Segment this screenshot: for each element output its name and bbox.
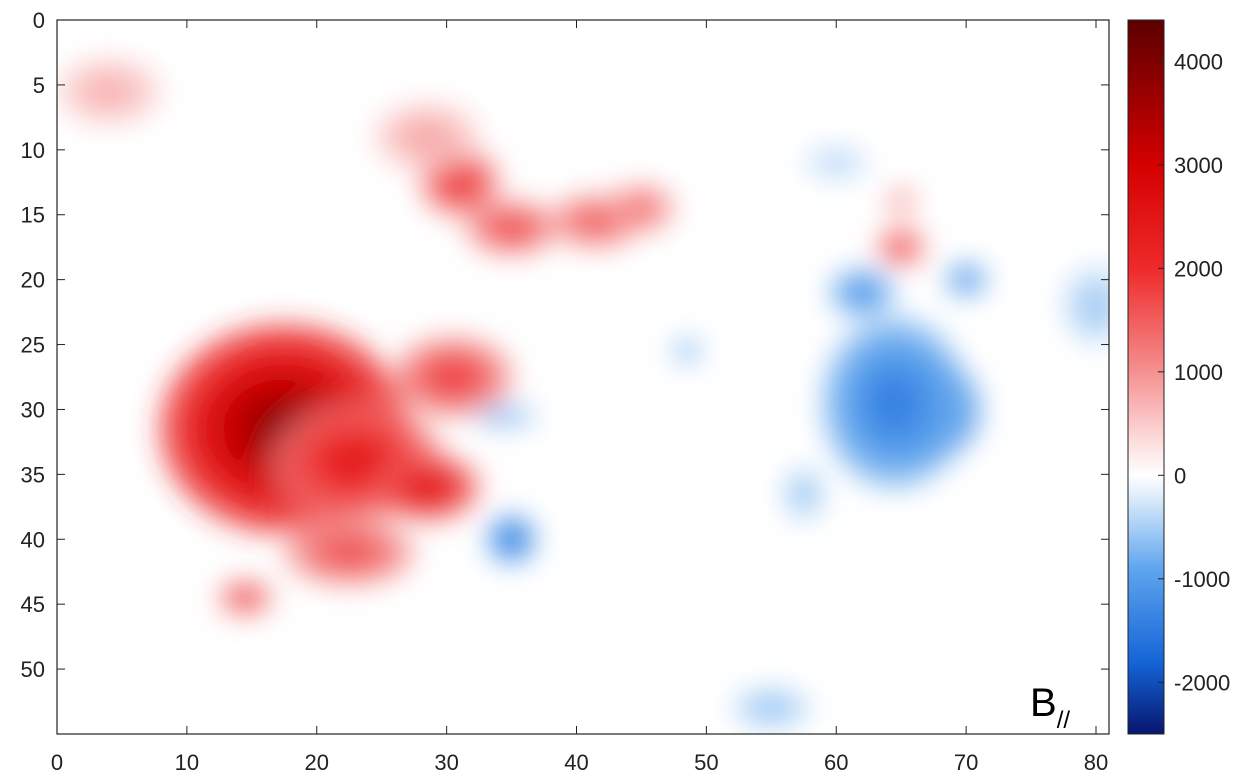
field-feature-positive xyxy=(375,454,480,520)
field-feature-layer xyxy=(895,242,908,252)
field-feature-layer xyxy=(1087,295,1105,316)
heatmap-plot xyxy=(56,19,1110,735)
field-feature-layer xyxy=(854,286,871,299)
field-feature-layer xyxy=(633,202,650,215)
field-feature-layer xyxy=(438,367,468,387)
x-tick-label: 50 xyxy=(694,750,718,775)
colorbar-scale xyxy=(1127,19,1165,735)
y-tick-label: 50 xyxy=(21,657,45,682)
plot-frame xyxy=(56,19,1110,735)
field-feature-negative xyxy=(784,467,824,520)
field-feature-layer xyxy=(334,446,377,476)
x-tick-label: 60 xyxy=(824,750,848,775)
field-feature-negative xyxy=(803,147,869,179)
y-tick-label: 25 xyxy=(21,333,45,358)
x-tick-label: 40 xyxy=(564,750,588,775)
colorbar-tick-label: 2000 xyxy=(1174,256,1223,281)
colorbar-ticks: 4000 3000 2000 1000 0 -1000 -2000 xyxy=(1158,49,1230,695)
y-tick-label: 30 xyxy=(21,397,45,422)
field-feature-layer xyxy=(496,413,514,419)
field-feature-layer xyxy=(897,198,905,205)
field-feature-layer xyxy=(414,128,441,145)
field-feature-positive xyxy=(608,184,674,232)
x-tick-label: 80 xyxy=(1084,750,1108,775)
field-feature-layer xyxy=(500,221,523,235)
panel-label: B// xyxy=(1030,681,1070,734)
panel-label-main: B xyxy=(1030,681,1057,725)
panel-label-subscript: // xyxy=(1057,707,1071,734)
field-feature-layer xyxy=(414,479,441,496)
colorbar-tick-label: -1000 xyxy=(1174,567,1230,592)
y-axis: 0 5 10 15 20 25 30 35 40 45 50 xyxy=(21,8,1109,682)
y-tick-label: 45 xyxy=(21,592,45,617)
colorbar-tick-label: -2000 xyxy=(1174,670,1230,695)
x-tick-label: 70 xyxy=(954,750,978,775)
y-tick-label: 0 xyxy=(33,8,45,33)
field-feature-negative xyxy=(1063,266,1109,345)
field-feature-layer xyxy=(876,381,913,425)
field-feature-positive xyxy=(57,58,161,124)
field-feature-layer xyxy=(584,214,608,228)
field-feature-layer xyxy=(961,275,972,284)
field-feature-layer xyxy=(332,544,366,561)
colorbar: 4000 3000 2000 1000 0 -1000 -2000 xyxy=(1127,19,1230,735)
field-feature-positive xyxy=(394,338,512,416)
y-tick-label: 15 xyxy=(21,203,45,228)
colorbar-tick-label: 0 xyxy=(1174,463,1186,488)
field-feature-layer xyxy=(95,83,122,100)
x-tick-label: 10 xyxy=(175,750,199,775)
colorbar-tick-label: 4000 xyxy=(1174,49,1223,74)
field-feature-positive xyxy=(877,229,925,266)
field-feature-layer xyxy=(238,593,252,602)
y-tick-label: 5 xyxy=(33,73,45,98)
field-feature-layer xyxy=(761,703,782,713)
field-feature-positive xyxy=(284,519,415,585)
field-feature-negative xyxy=(673,340,700,362)
y-tick-label: 20 xyxy=(21,268,45,293)
field-feature-layer xyxy=(683,348,691,354)
field-feature-negative xyxy=(472,405,538,427)
x-tick-label: 30 xyxy=(434,750,458,775)
field-feature-negative xyxy=(946,264,986,296)
field-feature-negative xyxy=(829,269,895,316)
field-feature-positive xyxy=(466,201,558,254)
x-axis: 0 10 20 30 40 50 60 70 80 xyxy=(51,20,1108,775)
field-feature-layer xyxy=(505,533,518,546)
y-tick-label: 10 xyxy=(21,138,45,163)
field-feature-negative xyxy=(488,515,535,563)
field-feature-positive xyxy=(375,104,480,170)
colorbar-tick-label: 3000 xyxy=(1174,153,1223,178)
field-feature-layer xyxy=(828,158,845,167)
field-feature-negative xyxy=(823,318,967,488)
field-features xyxy=(57,58,1109,728)
colorbar-tick-label: 1000 xyxy=(1174,360,1223,385)
field-feature-layer xyxy=(449,174,470,191)
field-feature-layer xyxy=(798,487,809,501)
field-feature-positive xyxy=(219,582,272,614)
x-tick-label: 20 xyxy=(305,750,329,775)
field-feature-positive xyxy=(888,188,915,215)
y-tick-label: 40 xyxy=(21,527,45,552)
field-feature-negative xyxy=(732,688,811,728)
x-tick-label: 0 xyxy=(51,750,63,775)
y-tick-label: 35 xyxy=(21,462,45,487)
